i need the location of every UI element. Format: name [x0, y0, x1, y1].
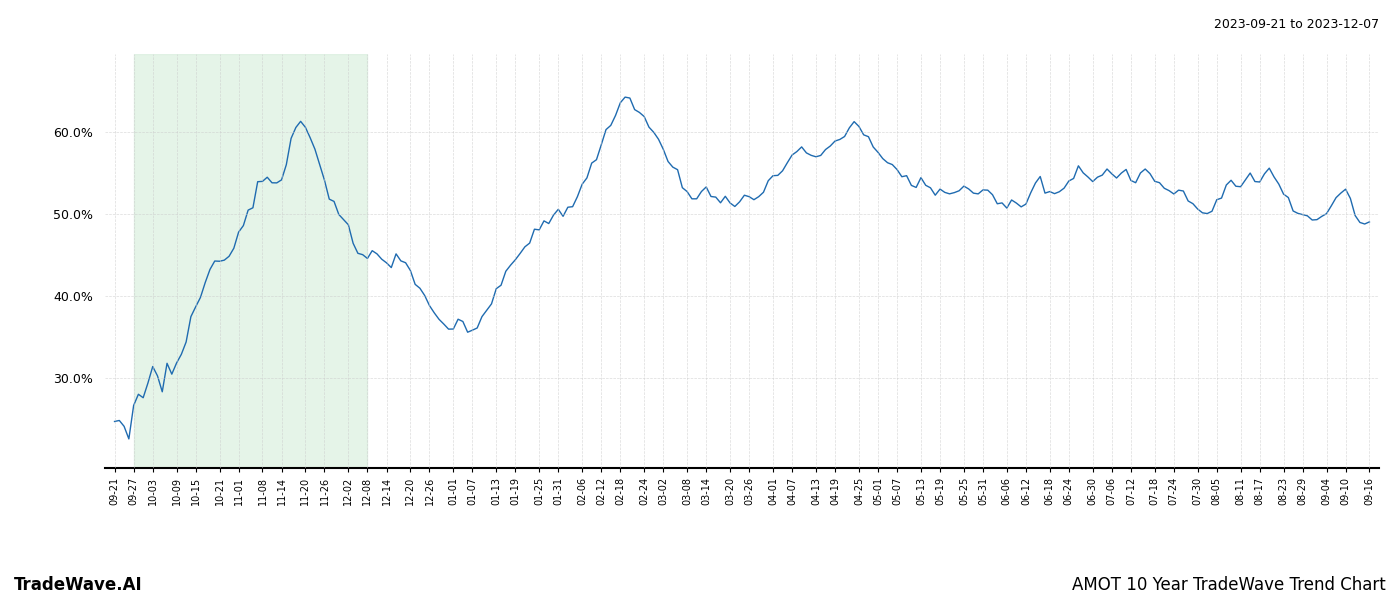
Text: 2023-09-21 to 2023-12-07: 2023-09-21 to 2023-12-07: [1214, 18, 1379, 31]
Text: TradeWave.AI: TradeWave.AI: [14, 576, 143, 594]
Text: AMOT 10 Year TradeWave Trend Chart: AMOT 10 Year TradeWave Trend Chart: [1072, 576, 1386, 594]
Bar: [133, 54, 367, 468]
